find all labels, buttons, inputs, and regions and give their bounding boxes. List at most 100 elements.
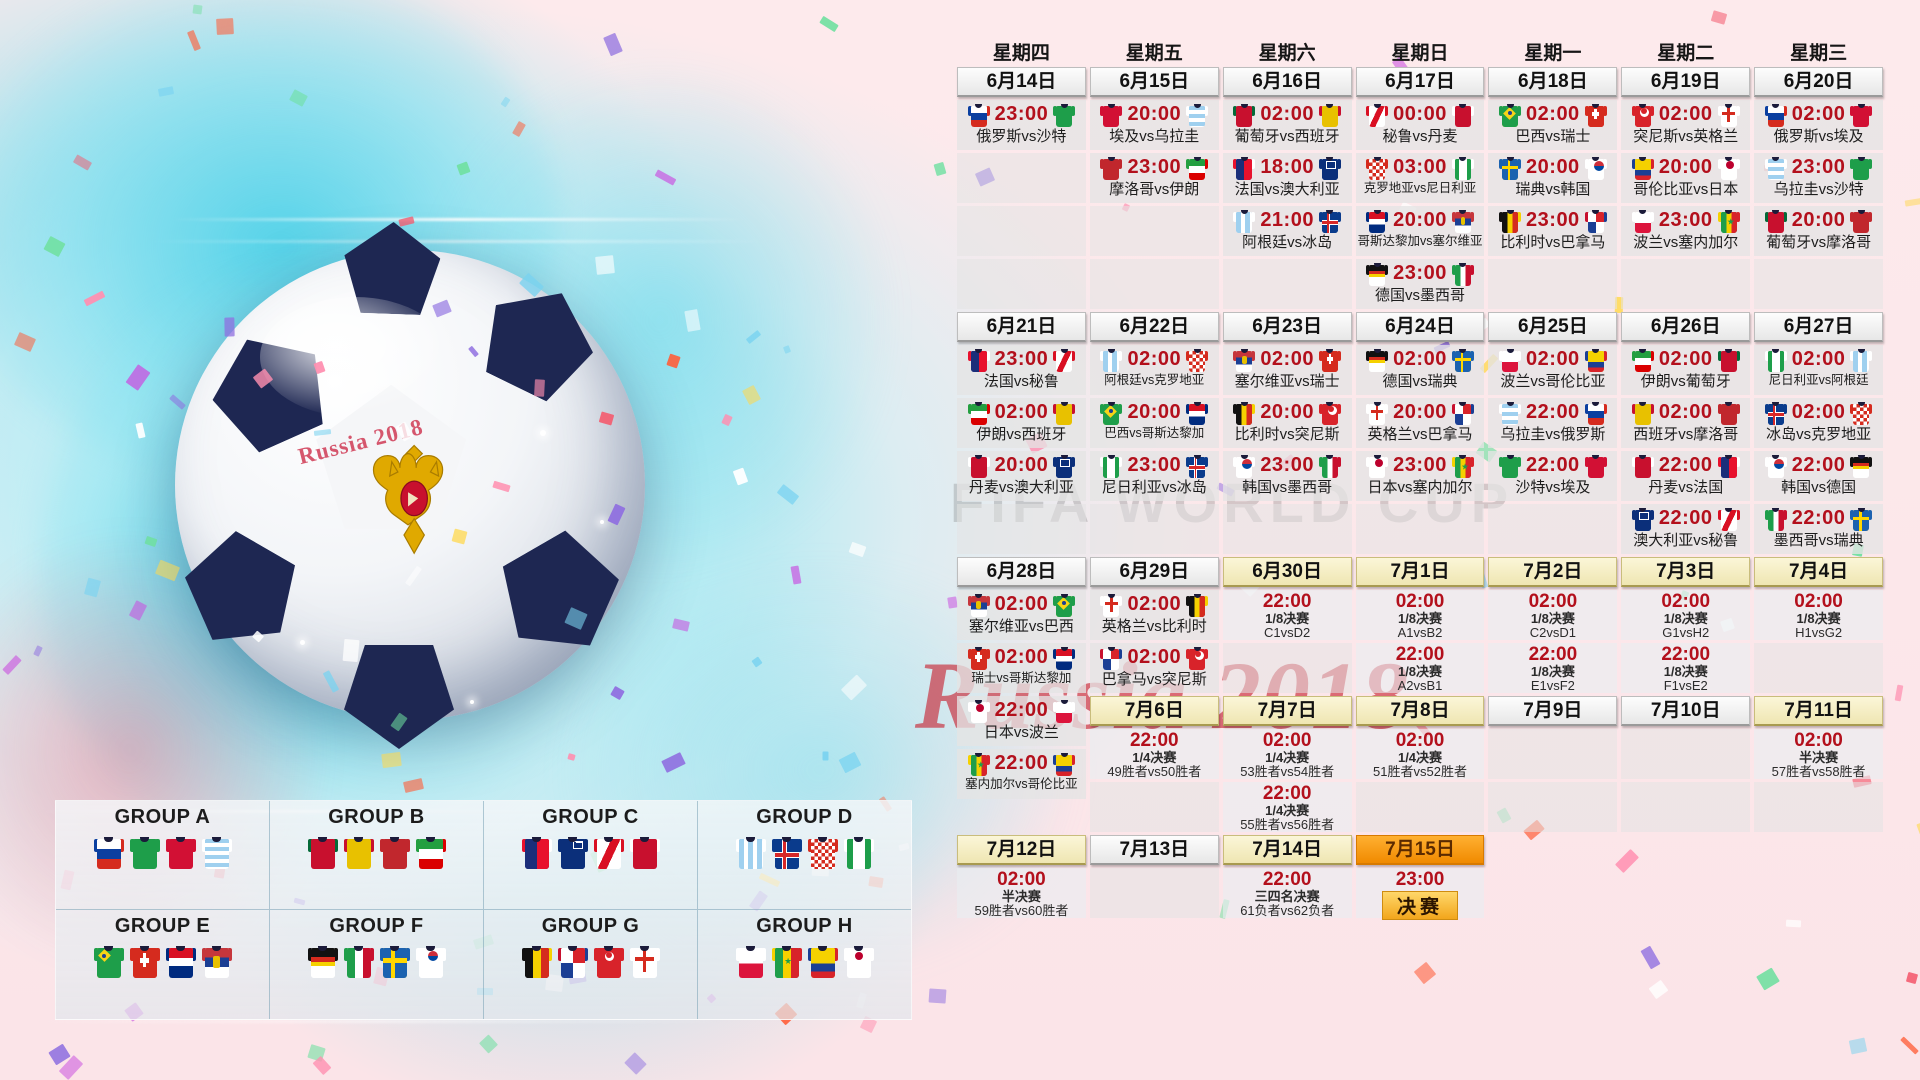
date-header[interactable]: 7月6日 [1089,696,1219,726]
match-cell[interactable]: 20:00 瑞典vs韩国 [1488,153,1618,203]
date-header[interactable]: 7月7日 [1222,696,1352,726]
match-cell[interactable]: 02:00 巴西vs瑞士 [1488,100,1618,150]
date-header[interactable]: 6月19日 [1621,67,1751,97]
match-cell[interactable]: 02:00 西班牙vs摩洛哥 [1621,398,1751,448]
final-cell[interactable]: 23:00 决赛 [1355,868,1485,920]
match-cell[interactable]: 23:00 德国vs墨西哥 [1355,259,1485,309]
knockout-cell[interactable]: 02:00 半决赛 57胜者vs58胜者 [1754,729,1884,779]
knockout-cell[interactable]: 02:00 1/8决赛 H1vsG2 [1754,590,1884,640]
match-cell[interactable]: 02:00 波兰vs哥伦比亚 [1488,345,1618,395]
date-header[interactable]: 6月24日 [1355,312,1485,342]
match-cell[interactable]: 20:00 哥斯达黎加vs塞尔维亚 [1355,206,1485,256]
match-cell[interactable]: 02:00 英格兰vs比利时 [1089,590,1219,640]
date-header[interactable]: 7月13日 [1089,835,1219,865]
match-cell[interactable]: 22:00 沙特vs埃及 [1488,451,1618,501]
match-cell[interactable]: 02:00 尼日利亚vs阿根廷 [1754,345,1884,395]
date-header[interactable]: 7月2日 [1488,557,1618,587]
date-header[interactable]: 6月14日 [957,67,1086,97]
knockout-cell[interactable]: 22:00 1/4决赛 55胜者vs56胜者 [1222,782,1352,832]
date-header[interactable]: 6月26日 [1621,312,1751,342]
match-cell[interactable]: 23:00 韩国vs墨西哥 [1222,451,1352,501]
knockout-cell[interactable]: 22:00 1/8决赛 A2vsB1 [1355,643,1485,693]
match-cell[interactable]: 22:00 乌拉圭vs俄罗斯 [1488,398,1618,448]
match-cell[interactable]: 20:00 巴西vs哥斯达黎加 [1089,398,1219,448]
match-cell[interactable]: 23:00 法国vs秘鲁 [957,345,1086,395]
kit-icon-iceland [1186,454,1209,478]
date-header[interactable]: 7月8日 [1355,696,1485,726]
date-header[interactable]: 7月15日 [1355,835,1485,865]
match-cell[interactable]: 02:00 塞尔维亚vs瑞士 [1222,345,1352,395]
date-header[interactable]: 6月15日 [1089,67,1219,97]
knockout-cell[interactable]: 22:00 1/8决赛 F1vsE2 [1621,643,1751,693]
date-header[interactable]: 7月4日 [1754,557,1884,587]
match-cell[interactable]: 23:00 日本vs塞内加尔 [1355,451,1485,501]
match-cell[interactable]: 02:00 德国vs瑞典 [1355,345,1485,395]
match-cell[interactable]: 20:00 埃及vs乌拉圭 [1089,100,1219,150]
light-streak-1 [170,218,750,221]
knockout-cell[interactable]: 02:00 1/8决赛 G1vsH2 [1621,590,1751,640]
date-header[interactable]: 6月18日 [1488,67,1618,97]
date-header[interactable]: 7月14日 [1222,835,1352,865]
date-header[interactable]: 7月9日 [1488,696,1618,726]
match-cell[interactable]: 02:00 伊朗vs葡萄牙 [1621,345,1751,395]
date-header[interactable]: 7月10日 [1621,696,1751,726]
kit-icon-peru [1366,103,1389,127]
date-header[interactable]: 7月1日 [1355,557,1485,587]
match-cell[interactable]: 02:00 突尼斯vs英格兰 [1621,100,1751,150]
date-header[interactable]: 6月16日 [1222,67,1352,97]
date-header[interactable]: 6月28日 [957,557,1086,587]
kit-icon-denmark [1451,103,1474,127]
match-cell[interactable]: 22:00 墨西哥vs瑞典 [1754,504,1884,554]
match-cell[interactable]: 00:00 秘鲁vs丹麦 [1355,100,1485,150]
match-cell[interactable]: 02:00 阿根廷vs克罗地亚 [1089,345,1219,395]
match-cell[interactable]: 22:00 日本vs波兰 [957,696,1086,746]
date-header[interactable]: 6月22日 [1089,312,1219,342]
match-cell[interactable]: 20:00 葡萄牙vs摩洛哥 [1754,206,1884,256]
knockout-cell[interactable]: 02:00 1/4决赛 51胜者vs52胜者 [1355,729,1485,779]
match-cell[interactable]: 20:00 哥伦比亚vs日本 [1621,153,1751,203]
match-cell[interactable]: 21:00 阿根廷vs冰岛 [1222,206,1352,256]
match-cell[interactable]: 02:00 俄罗斯vs埃及 [1754,100,1884,150]
date-header[interactable]: 6月27日 [1754,312,1884,342]
knockout-cell[interactable]: 02:00 半决赛 59胜者vs60胜者 [957,868,1086,918]
match-cell[interactable]: 20:00 比利时vs突尼斯 [1222,398,1352,448]
match-cell[interactable]: 23:00 尼日利亚vs冰岛 [1089,451,1219,501]
date-header[interactable]: 6月25日 [1488,312,1618,342]
date-header[interactable]: 6月29日 [1089,557,1219,587]
match-cell[interactable]: 18:00 法国vs澳大利亚 [1222,153,1352,203]
match-cell[interactable]: 22:00 塞内加尔vs哥伦比亚 [957,749,1086,799]
match-cell[interactable]: 03:00 克罗地亚vs尼日利亚 [1355,153,1485,203]
knockout-cell[interactable]: 22:00 1/8决赛 E1vsF2 [1488,643,1618,693]
date-header[interactable]: 7月12日 [957,835,1086,865]
match-cell[interactable]: 02:00 葡萄牙vs西班牙 [1222,100,1352,150]
match-cell[interactable]: 22:00 澳大利亚vs秘鲁 [1621,504,1751,554]
date-header[interactable]: 7月3日 [1621,557,1751,587]
match-cell[interactable]: 22:00 丹麦vs法国 [1621,451,1751,501]
date-header[interactable]: 7月11日 [1754,696,1884,726]
match-cell[interactable]: 02:00 伊朗vs西班牙 [957,398,1086,448]
date-header[interactable]: 6月21日 [957,312,1086,342]
match-cell[interactable]: 22:00 韩国vs德国 [1754,451,1884,501]
date-header[interactable]: 6月30日 [1222,557,1352,587]
knockout-cell[interactable]: 02:00 1/4决赛 53胜者vs54胜者 [1222,729,1352,779]
knockout-cell[interactable]: 22:00 1/8决赛 C1vsD2 [1222,590,1352,640]
kit-icon-costarica [1186,401,1209,425]
match-cell[interactable]: 20:00 丹麦vs澳大利亚 [957,451,1086,501]
match-cell[interactable]: 23:00 俄罗斯vs沙特 [957,100,1086,150]
match-cell[interactable]: 23:00 比利时vs巴拿马 [1488,206,1618,256]
knockout-cell[interactable]: 22:00 1/4决赛 49胜者vs50胜者 [1089,729,1219,779]
match-cell[interactable]: 23:00 乌拉圭vs沙特 [1754,153,1884,203]
match-cell[interactable]: 23:00 摩洛哥vs伊朗 [1089,153,1219,203]
match-cell[interactable]: 23:00 波兰vs塞内加尔 [1621,206,1751,256]
match-cell[interactable]: 02:00 冰岛vs克罗地亚 [1754,398,1884,448]
knockout-cell[interactable]: 22:00 三四名决赛 61负者vs62负者 [1222,868,1352,918]
match-cell[interactable]: 02:00 塞尔维亚vs巴西 [957,590,1086,640]
knockout-cell[interactable]: 02:00 1/8决赛 A1vsB2 [1355,590,1485,640]
date-header[interactable]: 6月17日 [1355,67,1485,97]
date-header[interactable]: 6月23日 [1222,312,1352,342]
match-cell[interactable]: 02:00 巴拿马vs突尼斯 [1089,643,1219,693]
match-cell[interactable]: 20:00 英格兰vs巴拿马 [1355,398,1485,448]
match-cell[interactable]: 02:00 瑞士vs哥斯达黎加 [957,643,1086,693]
knockout-cell[interactable]: 02:00 1/8决赛 C2vsD1 [1488,590,1618,640]
date-header[interactable]: 6月20日 [1754,67,1884,97]
